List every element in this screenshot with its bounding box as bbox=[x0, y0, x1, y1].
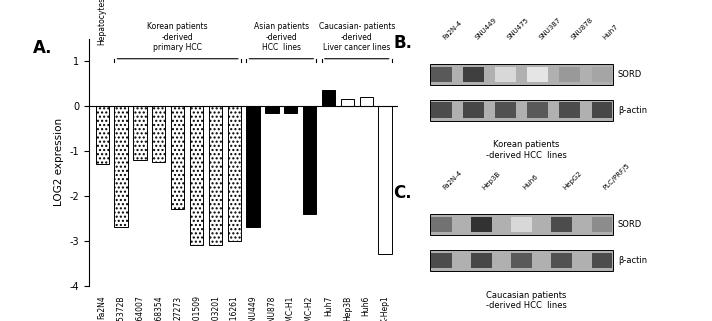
Bar bbox=[496, 102, 516, 118]
Bar bbox=[341, 99, 354, 106]
Text: Fa2N-4: Fa2N-4 bbox=[441, 19, 463, 40]
Text: SNU475: SNU475 bbox=[506, 16, 530, 40]
Text: Huh6: Huh6 bbox=[522, 173, 539, 191]
Bar bbox=[133, 106, 147, 160]
Text: SORD: SORD bbox=[618, 220, 642, 229]
Text: Caucasian- patients
-derived
Liver cancer lines: Caucasian- patients -derived Liver cance… bbox=[318, 22, 395, 52]
Bar bbox=[430, 214, 613, 235]
Bar bbox=[431, 67, 452, 82]
Bar bbox=[360, 97, 373, 106]
Bar bbox=[560, 102, 580, 118]
Bar bbox=[552, 253, 572, 268]
Bar bbox=[464, 67, 484, 82]
Bar bbox=[115, 106, 127, 227]
Text: Hep3B: Hep3B bbox=[481, 170, 502, 191]
Bar bbox=[431, 217, 452, 232]
Text: Fa2N-4: Fa2N-4 bbox=[441, 169, 463, 191]
Bar bbox=[209, 106, 222, 245]
Bar bbox=[552, 217, 572, 232]
Bar bbox=[430, 64, 613, 85]
Bar bbox=[266, 106, 278, 113]
Text: β-actin: β-actin bbox=[618, 106, 647, 115]
Bar bbox=[171, 106, 184, 209]
Bar bbox=[430, 100, 613, 121]
Text: C.: C. bbox=[394, 184, 412, 202]
Bar bbox=[228, 106, 241, 241]
Bar bbox=[511, 253, 532, 268]
Text: B.: B. bbox=[394, 34, 412, 52]
Bar bbox=[430, 250, 613, 271]
Bar bbox=[431, 102, 452, 118]
Bar bbox=[511, 217, 532, 232]
Text: Korean patients
-derived
primary HCC: Korean patients -derived primary HCC bbox=[147, 22, 208, 52]
Bar bbox=[95, 106, 109, 164]
Bar bbox=[246, 106, 260, 227]
Bar bbox=[528, 102, 548, 118]
Text: PLC/PRF/5: PLC/PRF/5 bbox=[602, 162, 631, 191]
Text: SNU449: SNU449 bbox=[473, 16, 498, 40]
Text: Hepatocytes: Hepatocytes bbox=[98, 0, 107, 45]
Bar bbox=[431, 253, 452, 268]
Bar bbox=[471, 253, 492, 268]
Text: SNU387: SNU387 bbox=[538, 16, 562, 40]
Bar bbox=[322, 90, 335, 106]
Bar bbox=[592, 253, 612, 268]
Bar bbox=[496, 67, 516, 82]
Bar bbox=[592, 102, 612, 118]
Bar bbox=[471, 217, 492, 232]
Bar bbox=[379, 106, 392, 254]
Bar bbox=[190, 106, 203, 245]
Text: Asian patients
-derived
HCC  lines: Asian patients -derived HCC lines bbox=[253, 22, 309, 52]
Text: Korean patients
-derived HCC  lines: Korean patients -derived HCC lines bbox=[486, 140, 567, 160]
Bar bbox=[152, 106, 165, 162]
Bar bbox=[592, 67, 612, 82]
Text: HepG2: HepG2 bbox=[562, 170, 582, 191]
Bar bbox=[560, 67, 580, 82]
Text: SORD: SORD bbox=[618, 70, 642, 79]
Bar bbox=[592, 217, 612, 232]
Y-axis label: LOG2 expression: LOG2 expression bbox=[54, 118, 64, 206]
Bar bbox=[464, 102, 484, 118]
Text: SNU878: SNU878 bbox=[570, 16, 594, 40]
Text: Caucasian patients
-derived HCC  lines: Caucasian patients -derived HCC lines bbox=[486, 291, 567, 310]
Bar bbox=[303, 106, 316, 214]
Bar bbox=[284, 106, 298, 113]
Text: A.: A. bbox=[33, 39, 53, 56]
Text: β-actin: β-actin bbox=[618, 256, 647, 265]
Bar bbox=[528, 67, 548, 82]
Text: Huh7: Huh7 bbox=[602, 23, 619, 40]
